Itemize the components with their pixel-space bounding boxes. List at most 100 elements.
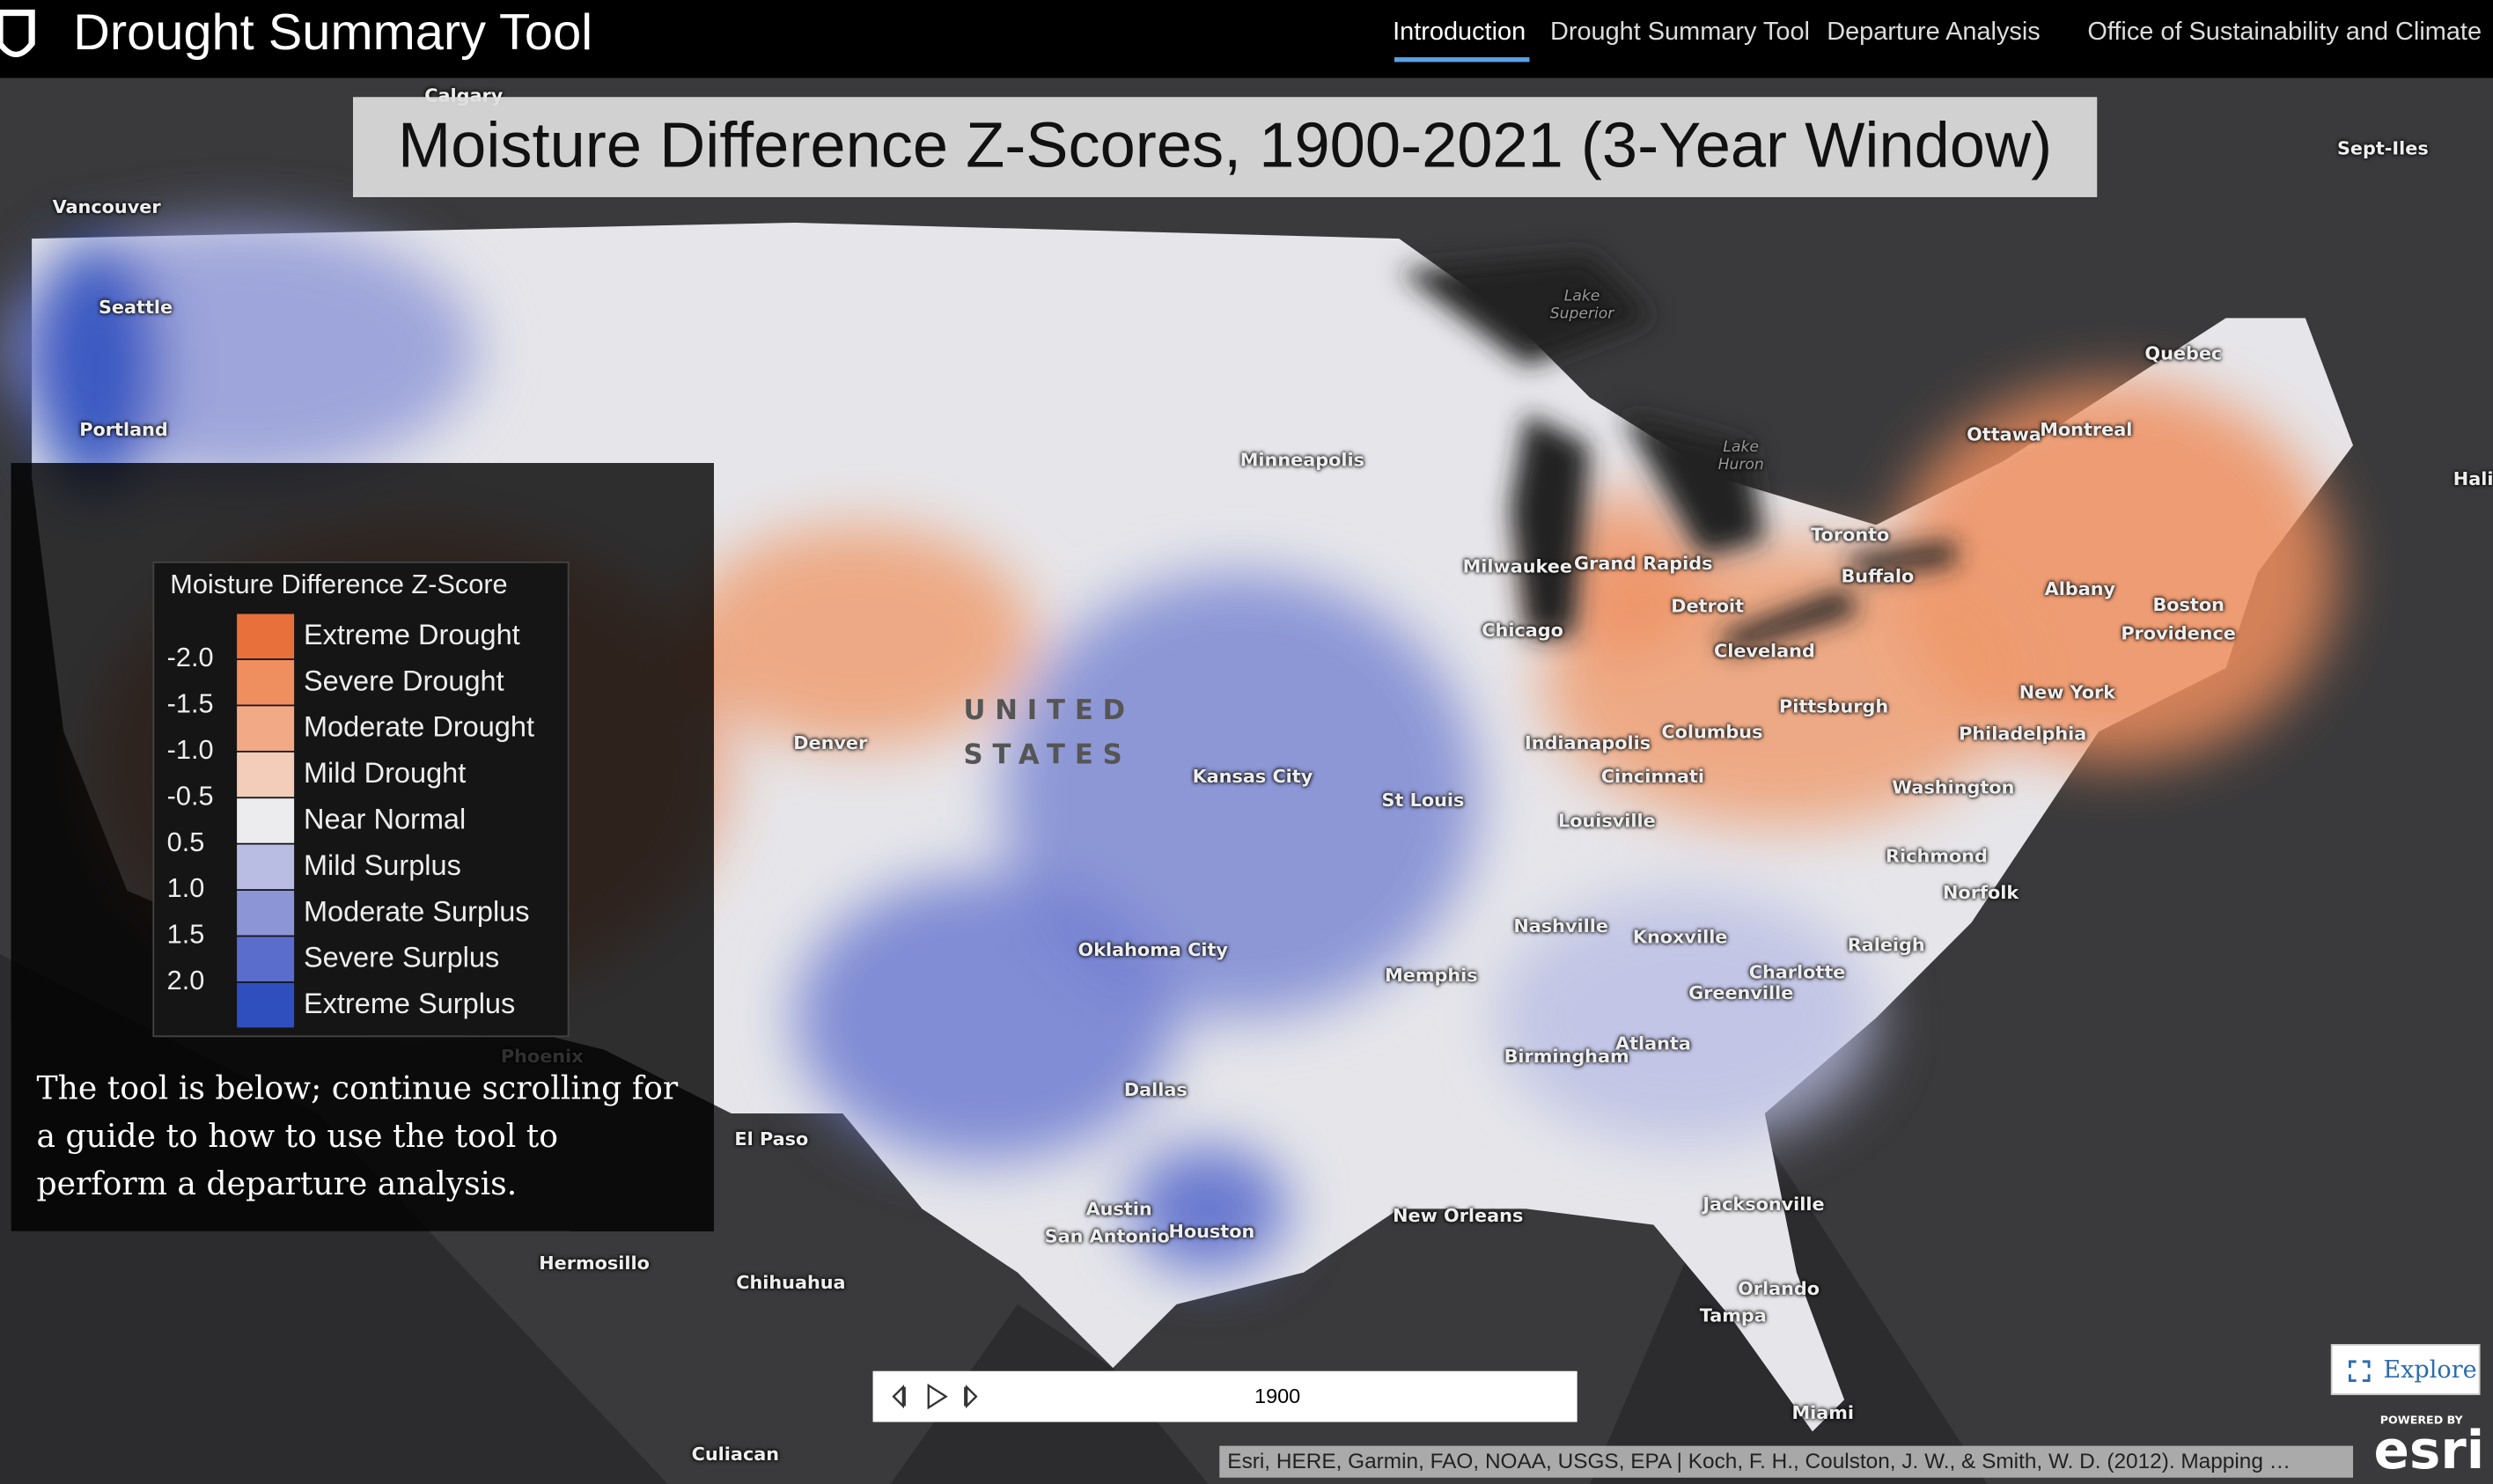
place-label: Lake Superior	[1549, 288, 1614, 323]
nav-item[interactable]: Office of Sustainability and Climate	[2087, 18, 2482, 47]
nav-item[interactable]: Drought Summary Tool	[1549, 18, 1810, 47]
year: 1900	[1254, 1384, 1301, 1408]
place-label: Hermosillo	[539, 1252, 650, 1275]
expand-icon	[2348, 1360, 2371, 1383]
place-label: Cincinnati	[1600, 765, 1704, 788]
place-label: Jacksonville	[1702, 1193, 1825, 1216]
place-label: Culiacan	[691, 1443, 780, 1466]
legend-value: 1.0	[166, 873, 205, 904]
place-label: Providence	[2121, 621, 2236, 644]
playback-controls[interactable]	[889, 1384, 984, 1410]
legend-swatch	[237, 613, 295, 659]
time-slider: 1900	[872, 1370, 1577, 1422]
place-label: Buffalo	[1841, 564, 1915, 587]
place-label: Ottawa	[1967, 422, 2041, 445]
legend-swatch	[237, 798, 295, 843]
place-label: Oklahoma City	[1077, 938, 1228, 961]
legend-value: 0.5	[166, 826, 205, 858]
place-label: San Antonio	[1044, 1224, 1170, 1247]
place-label: Boston	[2152, 593, 2225, 616]
place-label: Memphis	[1385, 964, 1478, 987]
place-label: Austin	[1085, 1197, 1152, 1221]
place-label: Chihuahua	[736, 1270, 846, 1294]
place-label: Seattle	[98, 296, 173, 319]
map-title: Moisture Difference Z-Scores, 1900-2021 …	[352, 97, 2098, 198]
place-label: Orlando	[1738, 1277, 1820, 1300]
nav-item[interactable]: Introduction	[1393, 18, 1526, 47]
place-label: Norfolk	[1943, 881, 2019, 904]
place-label: Minneapolis	[1239, 448, 1364, 471]
water	[0, 954, 1988, 1484]
place-label: Milwaukee	[1462, 555, 1572, 577]
place-label: Raleigh	[1847, 933, 1925, 957]
explore-button[interactable]: Explore	[2330, 1343, 2481, 1395]
place-label: Miami	[1791, 1401, 1855, 1424]
place-label: New Orleans	[1393, 1203, 1524, 1227]
legend-label: Moderate Surplus	[303, 895, 530, 928]
header: Drought Summary Tool Introduction Drough…	[0, 0, 2493, 78]
place-label: Knoxville	[1632, 925, 1728, 949]
place-label: Greenville	[1688, 981, 1794, 1004]
place-label: Toronto	[1811, 523, 1890, 546]
legend-label: Severe Drought	[303, 665, 504, 697]
place-label: Pittsburgh	[1779, 694, 1889, 718]
place-label: Albany	[2044, 577, 2116, 600]
legend-label: Extreme Drought	[303, 618, 520, 651]
legend-label: Moderate Drought	[303, 710, 535, 743]
place-label: St Louis	[1381, 789, 1465, 812]
legend-swatch	[237, 706, 295, 751]
place-label: Lake Huron	[1717, 438, 1764, 474]
attribution: Esri, HERE, Garmin, FAO, NOAA, USGS, EPA…	[1219, 1445, 2354, 1478]
place-label: UNITED STATES	[963, 694, 1135, 772]
legend-swatch	[237, 982, 295, 1028]
panel-text: The tool is below; continue scrolling fo…	[36, 1069, 679, 1203]
legend-label: Extreme Surplus	[303, 988, 516, 1020]
place-label: Detroit	[1671, 594, 1745, 618]
legend-value: 2.0	[166, 965, 205, 996]
esri-logo: esri	[2373, 1418, 2485, 1481]
legend-swatch	[237, 937, 295, 981]
legend-label: Severe Surplus	[303, 941, 500, 973]
nav-item[interactable]: Departure Analysis	[1827, 18, 2041, 47]
place-label: Charlotte	[1748, 960, 1846, 983]
place-label: New York	[2019, 680, 2116, 703]
place-label: Hali	[2453, 467, 2493, 490]
place-label: Grand Rapids	[1574, 552, 1713, 575]
place-label: Nashville	[1513, 915, 1608, 937]
place-label: Atlanta	[1614, 1032, 1691, 1055]
place-label: Sept-Iles	[2336, 136, 2429, 159]
place-label: Chicago	[1482, 618, 1563, 642]
place-label: Montreal	[2040, 418, 2133, 441]
nav-underline	[1394, 57, 1530, 62]
legend-swatch	[237, 844, 295, 890]
logo	[0, 9, 35, 58]
place-label: Quebec	[2144, 342, 2223, 364]
legend-value: 1.5	[166, 919, 205, 950]
place-label: Washington	[1892, 775, 2015, 799]
explore-label: Explore	[2383, 1355, 2477, 1385]
legend-value: -1.5	[166, 688, 214, 719]
place-label: Vancouver	[52, 195, 161, 218]
place-label: Tampa	[1699, 1304, 1767, 1327]
legend-value: -0.5	[166, 781, 214, 812]
place-label: Philadelphia	[1959, 722, 2087, 745]
place-label: Columbus	[1661, 720, 1763, 743]
place-label: Denver	[793, 731, 868, 754]
legend-label: Mild Drought	[303, 757, 467, 790]
powered-by: POWERED BY	[2379, 1414, 2463, 1427]
legend-swatch	[237, 752, 295, 797]
place-label: Cleveland	[1713, 639, 1815, 662]
place-label: Louisville	[1557, 809, 1656, 833]
place-label: Houston	[1168, 1220, 1255, 1243]
legend-swatch	[237, 890, 295, 936]
legend-value: -1.0	[166, 734, 214, 766]
legend-value: -2.0	[166, 643, 214, 673]
place-label: Richmond	[1886, 844, 1988, 867]
legend: Moisture Difference Z-Score Extreme Drou…	[152, 561, 570, 1038]
place-label: Dallas	[1123, 1078, 1188, 1101]
legend-title: Moisture Difference Z-Score	[170, 569, 508, 600]
place-label: Kansas City	[1192, 765, 1313, 788]
place-label: Portland	[79, 418, 168, 441]
